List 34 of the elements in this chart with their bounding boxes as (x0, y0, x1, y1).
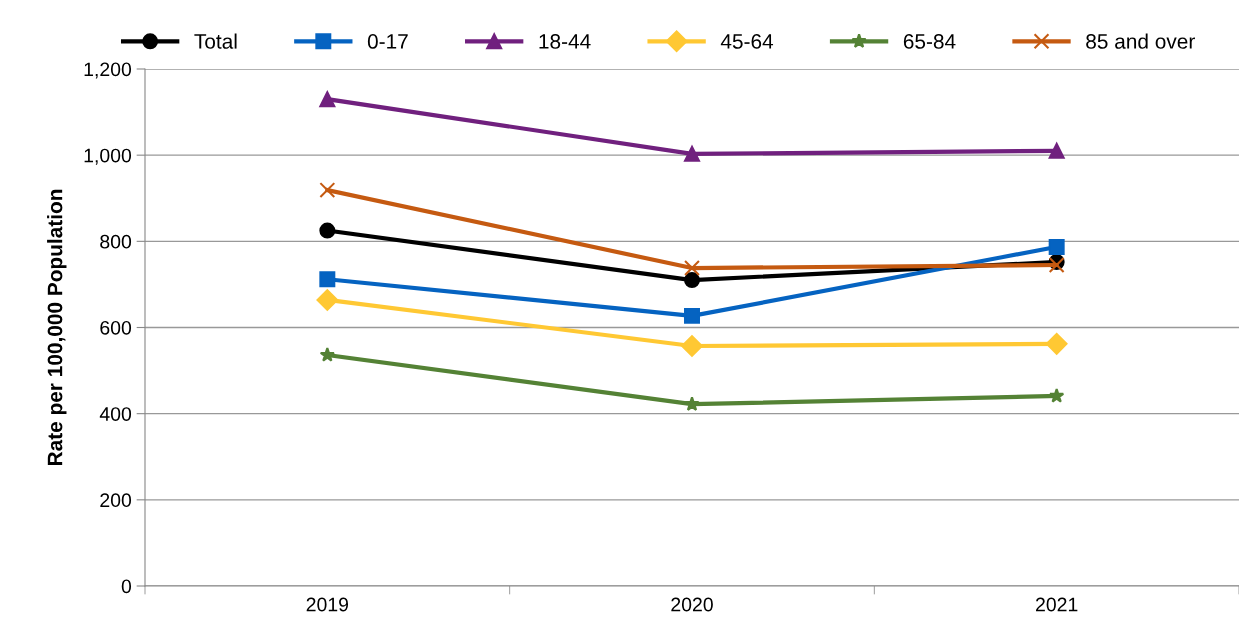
y-axis-title: Rate per 100,000 Population (47, 189, 67, 466)
point (684, 272, 700, 289)
point (681, 335, 703, 357)
point (1048, 238, 1065, 255)
point (319, 271, 336, 288)
y-tick-label: 400 (99, 407, 132, 421)
point (316, 289, 339, 311)
y-tick-label: 200 (100, 493, 132, 508)
point (684, 307, 700, 324)
legend-label: 45-64 (720, 34, 774, 49)
point (1048, 257, 1065, 274)
y-tick-label: 600 (100, 320, 132, 335)
point (684, 396, 700, 411)
x-tick-label: 2019 (306, 597, 349, 612)
x-tick-label: 2020 (671, 597, 713, 612)
point (1045, 333, 1068, 355)
point (1049, 388, 1065, 403)
point (319, 91, 336, 108)
x-tick-label: 2021 (1036, 597, 1078, 612)
point (319, 222, 336, 239)
point (684, 260, 700, 277)
legend-label: 0-17 (367, 34, 408, 49)
legend-label: Total (194, 33, 237, 49)
y-tick-label: 800 (100, 234, 132, 249)
y-tick-label: 1,200 (84, 62, 132, 79)
point (319, 347, 335, 362)
legend-label: 18-44 (539, 34, 591, 49)
point (1048, 142, 1065, 159)
point (319, 182, 336, 199)
y-tick-label: 1,000 (84, 148, 132, 165)
legend-label: 65-84 (903, 34, 956, 49)
legend-label: 85 and over (1086, 33, 1195, 49)
y-tick-label: 0 (121, 579, 132, 594)
point (684, 145, 700, 162)
